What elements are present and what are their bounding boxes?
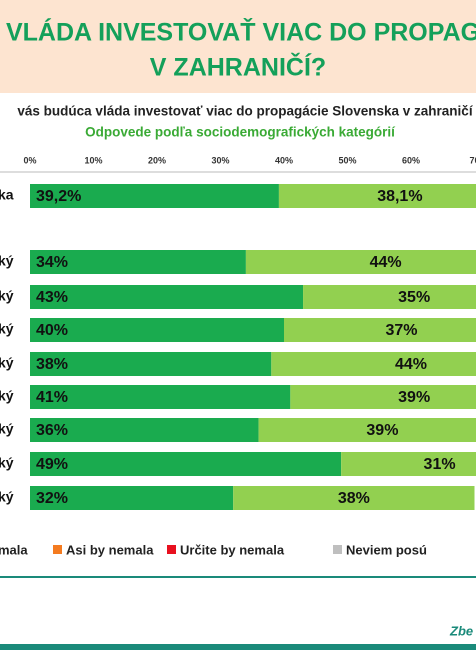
bar-segment — [30, 184, 279, 208]
category-label: ký — [0, 321, 14, 337]
title-line: A VLÁDA INVESTOVAŤ VIAC DO PROPAGÁ — [0, 17, 476, 47]
x-tick-label: 70 — [469, 155, 476, 165]
value-label: 31% — [424, 456, 456, 473]
bar-segment — [245, 250, 476, 274]
title-line: V ZAHRANIČÍ? — [150, 52, 326, 82]
value-label: 39% — [398, 389, 430, 406]
bar-segment — [30, 250, 246, 274]
value-label: 37% — [385, 322, 417, 339]
legend-label: Určite by nemala — [180, 542, 285, 557]
legend-swatch — [333, 545, 342, 554]
value-label: 41% — [36, 389, 68, 406]
value-label: 32% — [36, 490, 68, 507]
category-label: ký — [0, 388, 14, 404]
chart-title: vás budúca vláda investovať viac do prop… — [17, 104, 473, 119]
category-label: ký — [0, 288, 14, 304]
legend-label: Asi by nemala — [66, 542, 154, 557]
category-label: ký — [0, 421, 14, 437]
legend-swatch — [53, 545, 62, 554]
x-tick-label: 60% — [402, 155, 420, 165]
value-label: 39,2% — [36, 188, 81, 205]
footer-bar — [0, 644, 476, 650]
bar-segment — [30, 452, 342, 476]
x-tick-label: 20% — [148, 155, 166, 165]
bar-segment — [233, 486, 475, 510]
value-label: 49% — [36, 456, 68, 473]
x-tick-label: 50% — [338, 155, 356, 165]
plot: 0% 10% 20% 30% 40% 50% 60% 70 ka 39,2% 38,1% ký 34% 4… — [0, 155, 476, 557]
bar-segment — [30, 486, 234, 510]
value-label: 35% — [398, 289, 430, 306]
value-label: 38% — [36, 356, 68, 373]
category-label: ký — [0, 355, 14, 371]
x-tick-label: 10% — [84, 155, 102, 165]
value-label: 40% — [36, 322, 68, 339]
legend-label: mala — [0, 542, 28, 557]
bar-segment — [30, 352, 272, 376]
bar-segment — [303, 285, 476, 309]
x-tick-label: 40% — [275, 155, 293, 165]
title-banner — [0, 0, 476, 93]
bar-segment — [30, 285, 304, 309]
value-label: 38% — [338, 490, 370, 507]
x-tick-label: 0% — [23, 155, 36, 165]
bar-segment — [284, 318, 476, 342]
legend-label: Neviem posú — [346, 542, 427, 557]
x-tick-label: 30% — [211, 155, 229, 165]
chart-subtitle: Odpovede podľa sociodemografických kateg… — [85, 125, 396, 140]
bar-segment — [271, 352, 476, 376]
value-label: 34% — [36, 254, 68, 271]
bar-segment — [30, 385, 291, 409]
legend-swatch — [167, 545, 176, 554]
bar-segment — [278, 184, 476, 208]
bar-segment — [30, 418, 259, 442]
value-label: 44% — [395, 356, 427, 373]
value-label: 44% — [370, 254, 402, 271]
value-label: 43% — [36, 289, 68, 306]
value-label: 39% — [366, 422, 398, 439]
category-label: ka — [0, 187, 14, 203]
value-label: 36% — [36, 422, 68, 439]
category-label: ký — [0, 455, 14, 471]
value-label: 38,1% — [377, 188, 422, 205]
category-label: ký — [0, 489, 14, 505]
category-label: ký — [0, 253, 14, 269]
bar-segment — [341, 452, 476, 476]
bar-segment — [30, 318, 284, 342]
footer-text: Zbe — [449, 623, 473, 638]
bar-segment — [258, 418, 476, 442]
bar-segment — [290, 385, 476, 409]
